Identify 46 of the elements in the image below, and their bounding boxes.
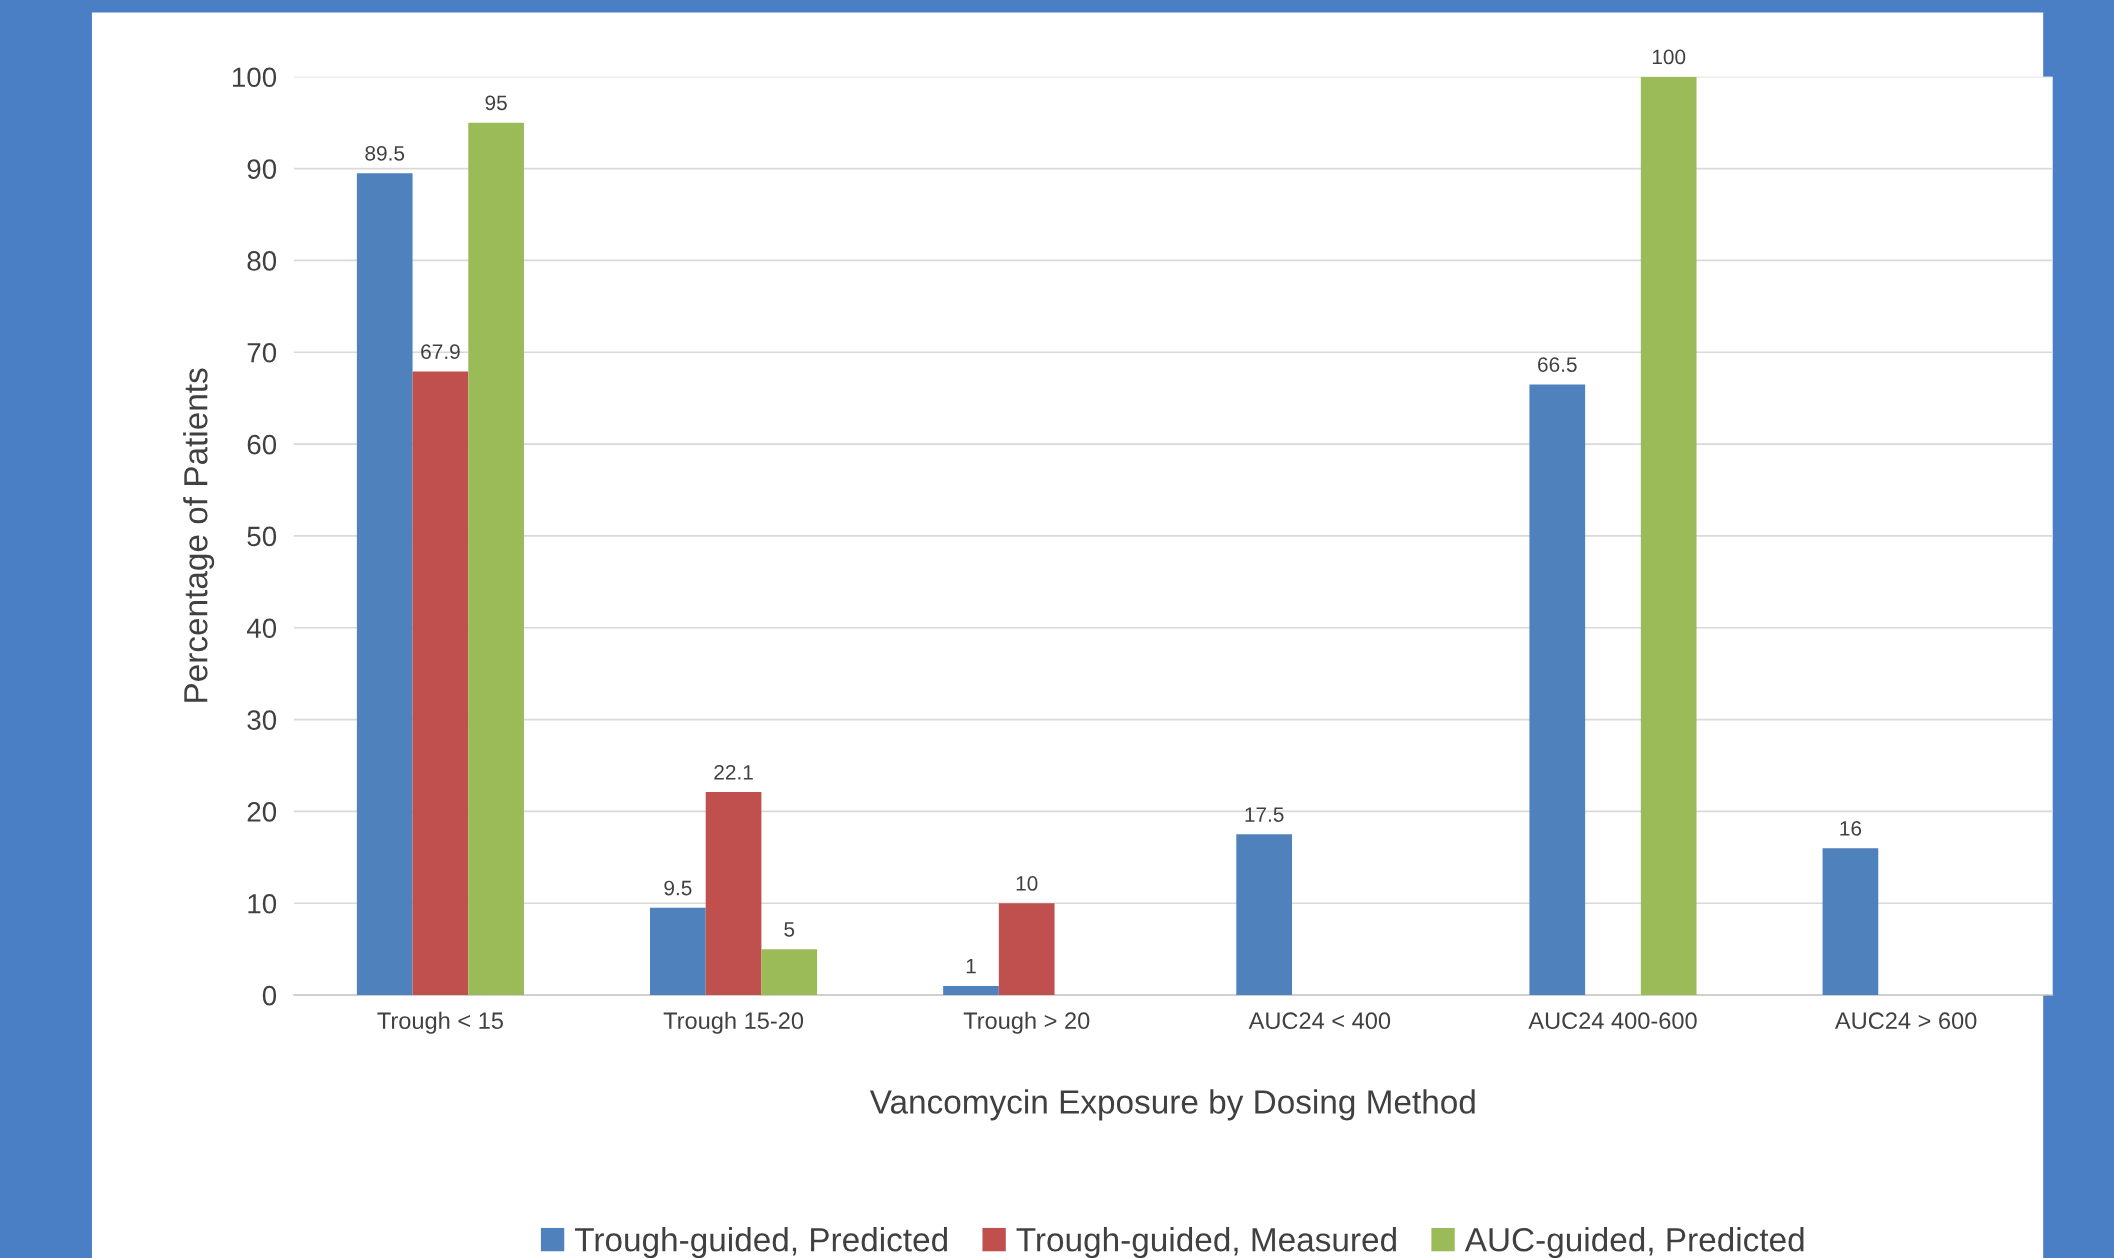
data-label: 100 bbox=[1652, 49, 1686, 65]
y-tick-label: 60 bbox=[247, 434, 277, 455]
data-label: 9.5 bbox=[664, 880, 692, 896]
y-tick-label: 30 bbox=[247, 710, 277, 730]
x-tick-label: AUC24 400-600 bbox=[1528, 1012, 1697, 1030]
bar bbox=[468, 122, 524, 996]
bar bbox=[1529, 384, 1586, 996]
x-tick-label: AUC24 < 400 bbox=[1248, 1012, 1391, 1030]
bar bbox=[761, 949, 818, 996]
bar bbox=[412, 371, 469, 996]
x-tick-label: Trough 15-20 bbox=[663, 1011, 804, 1034]
data-label: 66.5 bbox=[1538, 357, 1577, 372]
y-tick-label: 20 bbox=[247, 802, 277, 822]
data-label: 67.9 bbox=[421, 344, 460, 360]
y-axis-title: Percentage of Patients bbox=[183, 368, 215, 702]
legend-label: Trough-guided, Measured bbox=[1016, 1227, 1396, 1258]
y-tick-label: 50 bbox=[247, 526, 277, 547]
y-tick-label: 10 bbox=[248, 893, 277, 914]
data-label: 10 bbox=[1016, 876, 1038, 891]
x-axis-title: Vancomycin Exposure by Dosing Method bbox=[869, 1089, 1475, 1121]
y-tick-label: 0 bbox=[262, 985, 277, 1006]
bar bbox=[650, 907, 706, 996]
x-tick-label: Trough < 15 bbox=[377, 1011, 503, 1034]
data-label: 1 bbox=[966, 958, 976, 974]
x-tick-label: AUC24 > 600 bbox=[1834, 1012, 1977, 1030]
bar bbox=[1822, 848, 1879, 996]
y-tick-label: 70 bbox=[247, 342, 277, 363]
y-tick-label: 90 bbox=[247, 159, 277, 179]
data-label: 95 bbox=[485, 95, 507, 111]
y-tick-label: 80 bbox=[247, 251, 277, 271]
bar bbox=[356, 173, 413, 996]
data-label: 16 bbox=[1840, 820, 1862, 836]
data-label: 17.5 bbox=[1245, 807, 1284, 822]
data-label: 22.1 bbox=[714, 764, 753, 780]
data-label: 89.5 bbox=[365, 145, 405, 161]
bar bbox=[705, 792, 762, 996]
data-label: 5 bbox=[784, 922, 795, 937]
bar bbox=[998, 903, 1055, 996]
legend-label: AUC-guided, Predicted bbox=[1464, 1227, 1804, 1258]
y-tick-label: 100 bbox=[232, 67, 277, 88]
x-tick-label: Trough > 20 bbox=[963, 1011, 1090, 1034]
bar bbox=[1236, 834, 1292, 996]
bar bbox=[1640, 76, 1697, 996]
legend-label: Trough-guided, Predicted bbox=[574, 1227, 947, 1258]
bar bbox=[943, 985, 999, 996]
y-tick-label: 40 bbox=[246, 618, 277, 639]
